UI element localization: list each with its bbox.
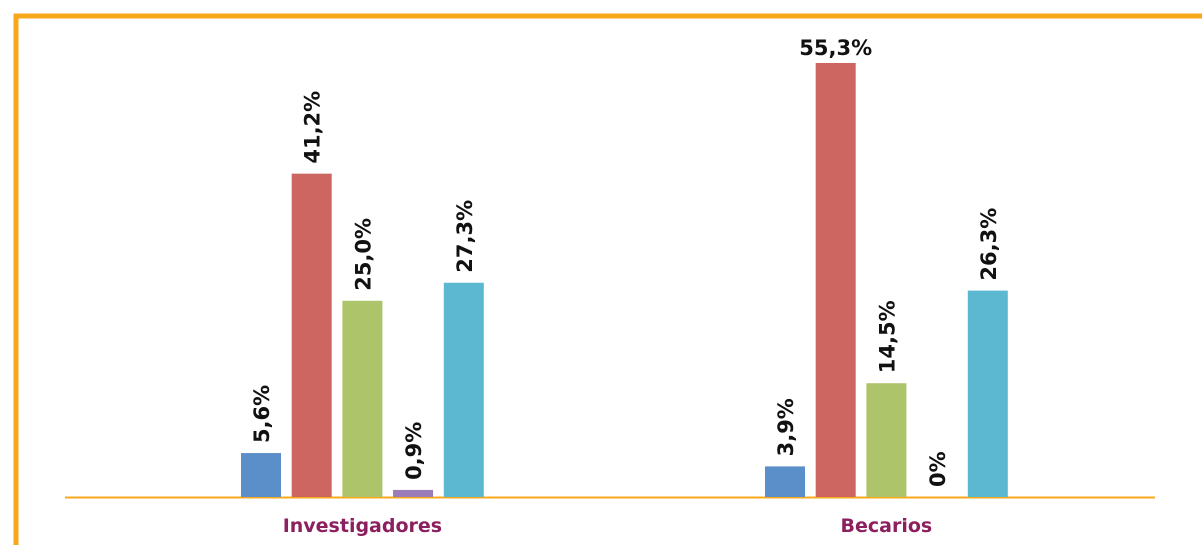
value-label: 25,0% xyxy=(351,218,375,291)
value-label: 55,3% xyxy=(799,36,872,60)
bar xyxy=(393,489,434,497)
value-label: 0,9% xyxy=(402,422,426,480)
value-label: 3,9% xyxy=(774,398,798,456)
bar xyxy=(765,466,805,497)
value-label: 0% xyxy=(926,451,950,487)
bar xyxy=(866,383,907,497)
bar xyxy=(967,290,1008,497)
bar xyxy=(815,63,856,497)
value-label: 5,6% xyxy=(250,385,274,443)
bar xyxy=(342,300,383,497)
x-tick-label: Becarios xyxy=(841,515,933,537)
bar xyxy=(291,173,332,497)
bar xyxy=(241,453,281,497)
value-label: 27,3% xyxy=(453,200,477,273)
value-label: 41,2% xyxy=(301,91,325,164)
bar xyxy=(443,282,484,497)
value-label: 26,3% xyxy=(977,208,1001,281)
x-tick-label: Investigadores xyxy=(283,515,442,537)
value-label: 14,5% xyxy=(875,300,899,373)
